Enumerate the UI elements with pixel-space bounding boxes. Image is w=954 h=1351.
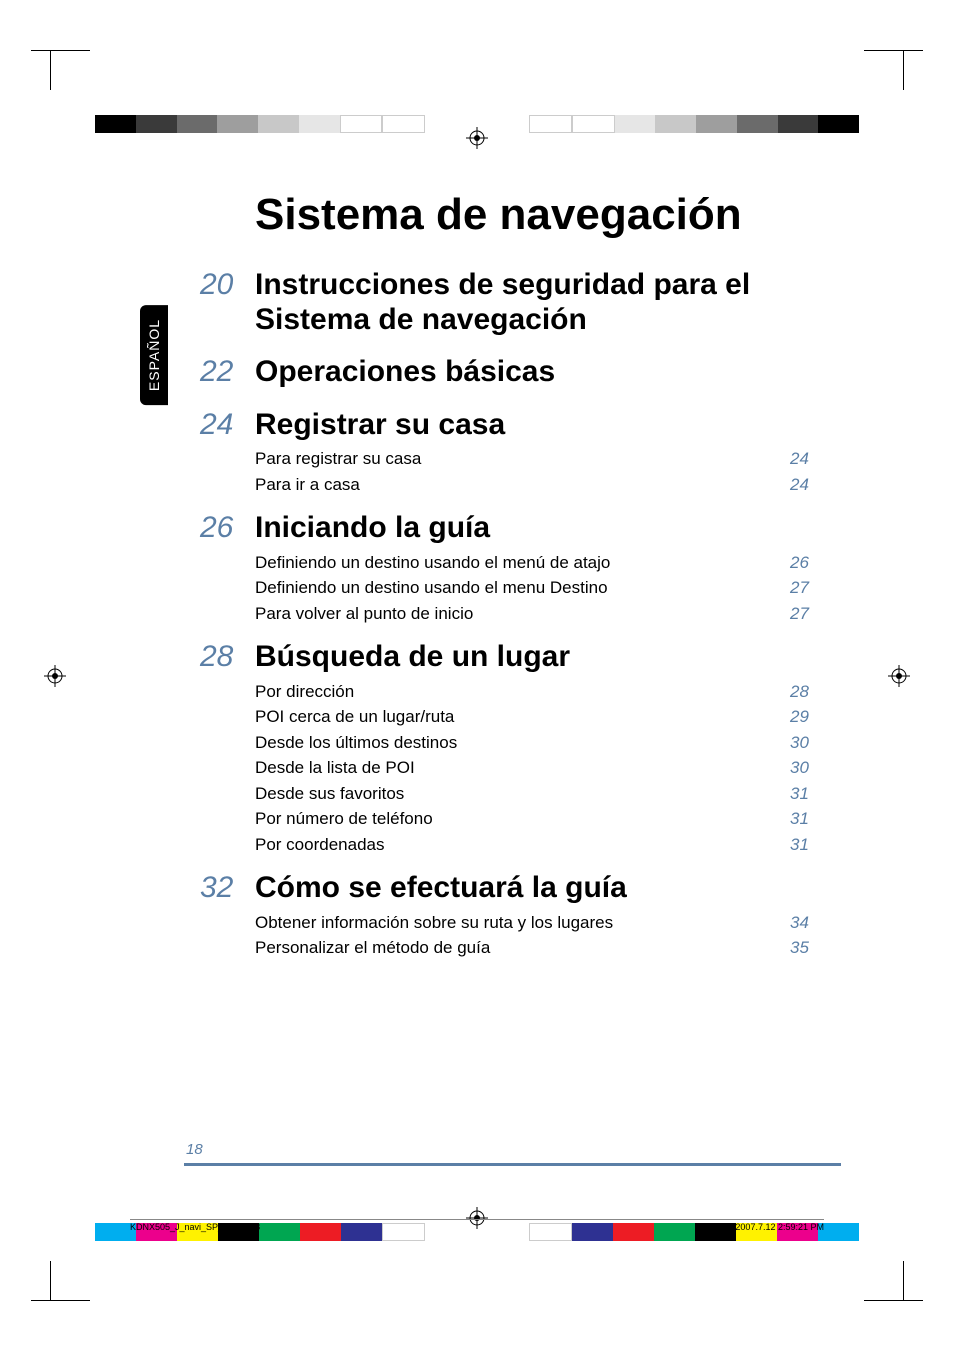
color-swatch [340, 115, 383, 133]
toc-row: Por dirección 28 [255, 679, 840, 705]
toc-section: 26Iniciando la guíaDefiniendo un destino… [200, 511, 840, 626]
toc-item-page: 35 [790, 935, 840, 961]
toc-item-page: 31 [790, 781, 840, 807]
page-title: Sistema de navegación [255, 190, 840, 240]
toc-row: Personalizar el método de guía 35 [255, 935, 840, 961]
section-title: Iniciando la guía [255, 511, 840, 546]
toc-row: Desde sus favoritos 31 [255, 781, 840, 807]
color-swatch [818, 1223, 859, 1241]
toc-row: Por número de teléfono 31 [255, 806, 840, 832]
color-swatch [529, 115, 572, 133]
toc-content: Sistema de navegación 20Instrucciones de… [200, 190, 840, 975]
toc-item-label: Desde los últimos destinos [255, 730, 457, 756]
toc-item-page: 28 [790, 679, 840, 705]
section-page-number: 24 [200, 408, 255, 498]
crop-mark-bl [50, 1261, 90, 1301]
toc-item-label: POI cerca de un lugar/ruta [255, 704, 454, 730]
section-page-number: 20 [200, 268, 255, 341]
color-swatch [737, 115, 778, 133]
footer-rule [186, 1163, 841, 1166]
color-swatch [258, 115, 299, 133]
toc-row: Desde la lista de POI 30 [255, 755, 840, 781]
section-page-number: 32 [200, 871, 255, 961]
color-swatch [217, 115, 258, 133]
toc-item-label: Para registrar su casa [255, 446, 421, 472]
crop-mark-br [864, 1261, 904, 1301]
toc-section: 20Instrucciones de seguridad para el Sis… [200, 268, 840, 341]
color-swatch [818, 115, 859, 133]
registration-mark-right-icon [888, 665, 910, 687]
color-swatch [95, 115, 136, 133]
toc-item-label: Para volver al punto de inicio [255, 601, 473, 627]
toc-item-page: 24 [790, 472, 840, 498]
toc-item-page: 27 [790, 575, 840, 601]
section-title: Operaciones básicas [255, 355, 840, 390]
color-swatch [136, 115, 177, 133]
color-swatch [778, 115, 819, 133]
toc-row: Definiendo un destino usando el menú de … [255, 550, 840, 576]
section-title: Instrucciones de seguridad para el Siste… [255, 268, 840, 337]
toc-item-label: Desde la lista de POI [255, 755, 415, 781]
toc-item-page: 34 [790, 910, 840, 936]
color-swatch [615, 115, 656, 133]
toc-section: 24Registrar su casaPara registrar su cas… [200, 408, 840, 498]
section-title: Búsqueda de un lugar [255, 640, 840, 675]
toc-item-label: Definiendo un destino usando el menú de … [255, 550, 610, 576]
toc-row: Definiendo un destino usando el menu Des… [255, 575, 840, 601]
toc-item-label: Desde sus favoritos [255, 781, 404, 807]
toc-row: Desde los últimos destinos 30 [255, 730, 840, 756]
color-swatch [299, 115, 340, 133]
section-title: Registrar su casa [255, 408, 840, 443]
toc-row: Para registrar su casa 24 [255, 446, 840, 472]
toc-section: 32Cómo se efectuará la guía Obtener infor… [200, 871, 840, 961]
toc-item-label: Personalizar el método de guía [255, 935, 490, 961]
toc-item-label: Por dirección [255, 679, 354, 705]
crop-mark-tr [864, 50, 904, 90]
toc-section: 28Búsqueda de un lugarPor dirección28POI… [200, 640, 840, 857]
registration-mark-top-icon [466, 127, 488, 149]
section-title: Cómo se efectuará la guía [255, 871, 840, 906]
toc-row: Para volver al punto de inicio 27 [255, 601, 840, 627]
toc-item-page: 31 [790, 832, 840, 858]
color-swatch [382, 115, 425, 133]
print-slug: KDNX505_J_navi_SP_1.indd 18 2007.7.12 2:… [130, 1219, 824, 1232]
toc-item-label: Definiendo un destino usando el menu Des… [255, 575, 608, 601]
toc-item-page: 29 [790, 704, 840, 730]
toc-row: Para ir a casa 24 [255, 472, 840, 498]
toc-row: Obtener información sobre su ruta y los … [255, 910, 840, 936]
section-page-number: 26 [200, 511, 255, 626]
toc-item-label: Por número de teléfono [255, 806, 433, 832]
section-page-number: 22 [200, 355, 255, 394]
colorbar-top-left [95, 115, 425, 133]
toc-section: 22Operaciones básicas [200, 355, 840, 394]
crop-mark-tl [50, 50, 90, 90]
color-swatch [572, 115, 615, 133]
toc-item-page: 26 [790, 550, 840, 576]
print-time: 2007.7.12 2:59:21 PM [735, 1222, 824, 1232]
toc-row: Por coordenadas 31 [255, 832, 840, 858]
color-swatch [177, 115, 218, 133]
page-number: 18 [186, 1141, 203, 1158]
toc-item-page: 30 [790, 755, 840, 781]
toc-item-label: Por coordenadas [255, 832, 384, 858]
registration-mark-left-icon [44, 665, 66, 687]
colorbar-top-right [529, 115, 859, 133]
color-swatch [696, 115, 737, 133]
section-page-number: 28 [200, 640, 255, 857]
toc-item-page: 30 [790, 730, 840, 756]
toc-item-label: Obtener información sobre su ruta y los … [255, 910, 613, 936]
toc-item-label: Para ir a casa [255, 472, 360, 498]
page-footer: 18 [186, 1141, 841, 1166]
language-tab: ESPAÑOL [140, 305, 168, 405]
color-swatch [655, 115, 696, 133]
print-file: KDNX505_J_navi_SP_1.indd 18 [130, 1222, 260, 1232]
toc-item-page: 24 [790, 446, 840, 472]
toc-item-page: 31 [790, 806, 840, 832]
toc-item-page: 27 [790, 601, 840, 627]
toc-row: POI cerca de un lugar/ruta 29 [255, 704, 840, 730]
